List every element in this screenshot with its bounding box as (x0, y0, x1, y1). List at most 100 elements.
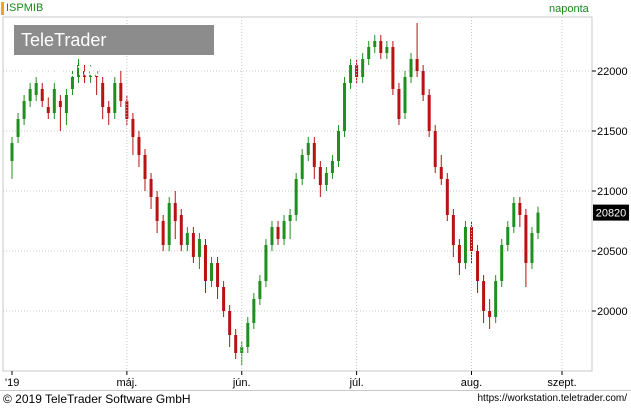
candle-body (28, 89, 32, 101)
candle-body (385, 47, 389, 53)
candle-body (34, 83, 38, 95)
candle-body (161, 221, 165, 245)
candle-body (107, 107, 111, 113)
candle-body (101, 83, 105, 107)
candle-body (330, 161, 334, 173)
candle-body (379, 41, 383, 53)
y-tick-label: 21500 (597, 126, 628, 138)
candle-body (367, 47, 371, 59)
candle-body (300, 155, 304, 179)
candle-body (258, 281, 262, 299)
candle-body (143, 155, 147, 179)
candle-body (409, 59, 413, 77)
candle-body (228, 311, 232, 335)
candle-body (173, 203, 177, 221)
last-value-label: 20820 (596, 208, 627, 220)
candle-body (451, 215, 455, 245)
candle-body (179, 215, 183, 245)
candle-body (119, 83, 123, 101)
candle-body (252, 299, 256, 323)
watermark-logo: TeleTrader WorkStation (14, 25, 214, 80)
candle-body (427, 95, 431, 131)
candle-body (203, 245, 207, 281)
candle-body (197, 239, 201, 257)
candle-body (95, 71, 99, 77)
x-tick-label: jún. (232, 377, 251, 389)
candle-body (518, 203, 522, 215)
candle-body (46, 107, 50, 113)
candle-body (167, 203, 171, 245)
candle-body (40, 89, 44, 101)
candle-body (113, 83, 117, 113)
candle-body (270, 227, 274, 245)
y-tick-label: 21000 (597, 186, 628, 198)
candle-body (421, 71, 425, 95)
candle-body (222, 287, 226, 311)
candle-body (234, 335, 238, 353)
candle-body (476, 251, 480, 281)
candle-body (433, 131, 437, 167)
symbol-marker (1, 2, 4, 15)
y-tick-label: 20500 (597, 246, 628, 258)
candle-body (246, 323, 250, 347)
last-value-box (593, 204, 629, 221)
candle-body (58, 101, 62, 107)
candle-body (137, 137, 141, 155)
candle-body (70, 77, 74, 89)
candle-body (294, 179, 298, 215)
candle-body (445, 179, 449, 215)
candle-body (16, 119, 20, 137)
candle-body (494, 281, 498, 317)
candle-body (500, 245, 504, 281)
candle-body (397, 89, 401, 119)
x-tick-label: júl. (349, 377, 364, 389)
candle-body (324, 173, 328, 185)
candle-body (530, 233, 534, 263)
candle-body (349, 65, 353, 83)
candle-body (149, 179, 153, 197)
candle-body (343, 83, 347, 131)
candle-body (288, 215, 292, 221)
candle-body (336, 131, 340, 161)
watermark-brand: TeleTrader (21, 30, 107, 50)
symbol-label: ISPMIB (6, 2, 44, 14)
candle-body (306, 143, 310, 155)
candle-body (276, 227, 280, 239)
y-tick-label: 20000 (597, 306, 628, 318)
candle-body (185, 233, 189, 245)
plot-frame (2, 16, 593, 372)
x-tick-label: szept. (547, 377, 576, 389)
candle-body (155, 197, 159, 221)
candle-body (216, 263, 220, 287)
candle-body (373, 41, 377, 47)
x-tick-label: '19 (5, 377, 19, 389)
candle-body (282, 221, 286, 239)
candle-body (10, 143, 14, 161)
period-label: naponta (549, 3, 589, 15)
candle-body (536, 212, 540, 233)
candle-body (191, 233, 195, 257)
footer-bar: © 2019 TeleTrader Software GmbH https://… (0, 390, 631, 409)
candle-body (64, 95, 68, 113)
candle-body (83, 71, 87, 77)
candle-body (312, 143, 316, 167)
candle-body (457, 245, 461, 263)
source-url[interactable]: https://workstation.teletrader.com/ (477, 393, 627, 404)
candle-body (318, 167, 322, 185)
candle-body (512, 203, 516, 227)
candle-body (506, 227, 510, 245)
candle-body (439, 167, 443, 179)
y-tick-label: 22000 (597, 66, 628, 78)
x-tick-label: máj. (116, 377, 137, 389)
copyright-text: © 2019 TeleTrader Software GmbH (3, 392, 191, 406)
candle-body (524, 215, 528, 263)
x-tick-label: aug. (461, 377, 482, 389)
candle-body (361, 59, 365, 77)
candle-body (403, 77, 407, 113)
candle-body (482, 281, 486, 311)
candle-body (22, 101, 26, 119)
candle-body (52, 89, 56, 113)
candle-body (89, 71, 93, 77)
candle-body (77, 65, 81, 77)
